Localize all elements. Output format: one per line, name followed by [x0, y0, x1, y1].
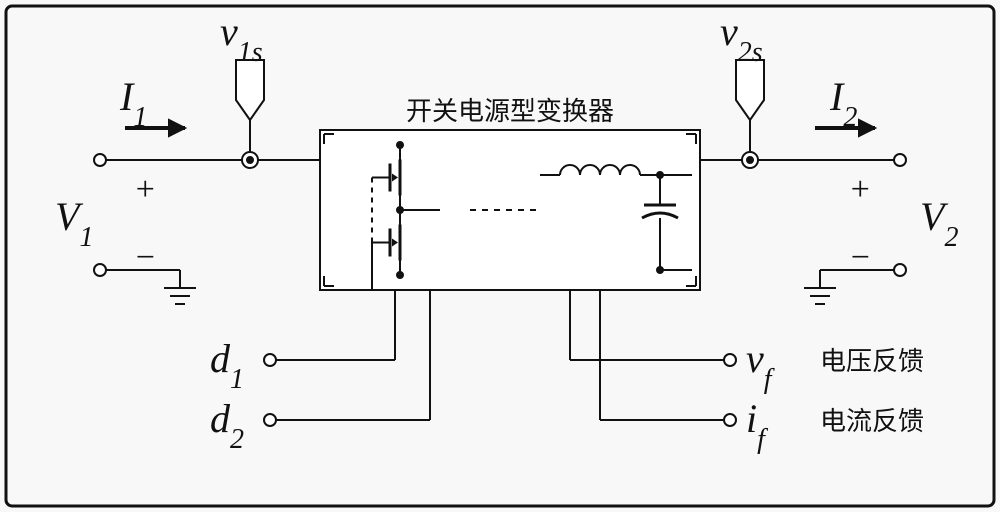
V2-plus: + [849, 171, 872, 208]
V2-minus: − [849, 239, 872, 276]
if-cjk: 电流反馈 [820, 407, 924, 436]
V1-plus: + [134, 171, 157, 208]
vf-cjk: 电压反馈 [820, 347, 924, 376]
converter-title: 开关电源型变换器 [406, 97, 614, 126]
V1-minus: − [134, 239, 157, 276]
